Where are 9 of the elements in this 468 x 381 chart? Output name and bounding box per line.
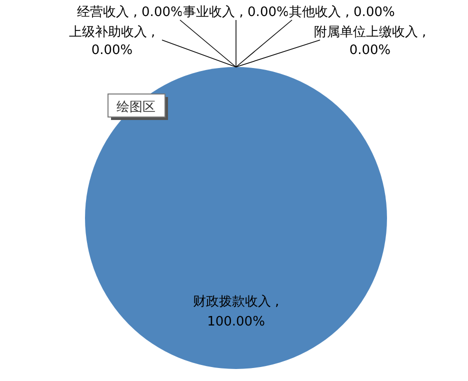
category-label: 附属单位上缴收入 , <box>314 25 426 40</box>
category-label: 事业收入 , 0.00% <box>183 5 289 20</box>
text: 绘图区 <box>116 100 156 115</box>
category-label: 经营收入 , 0.00% <box>77 5 183 20</box>
slice-label: 财政拨款收入 , 100.00% <box>192 294 280 330</box>
text: 0.00% <box>91 43 133 58</box>
category-label: 上级补助收入 , <box>68 25 156 40</box>
category-label: 其他收入 , 0.00% <box>289 5 395 20</box>
text: 0.00% <box>349 43 391 58</box>
